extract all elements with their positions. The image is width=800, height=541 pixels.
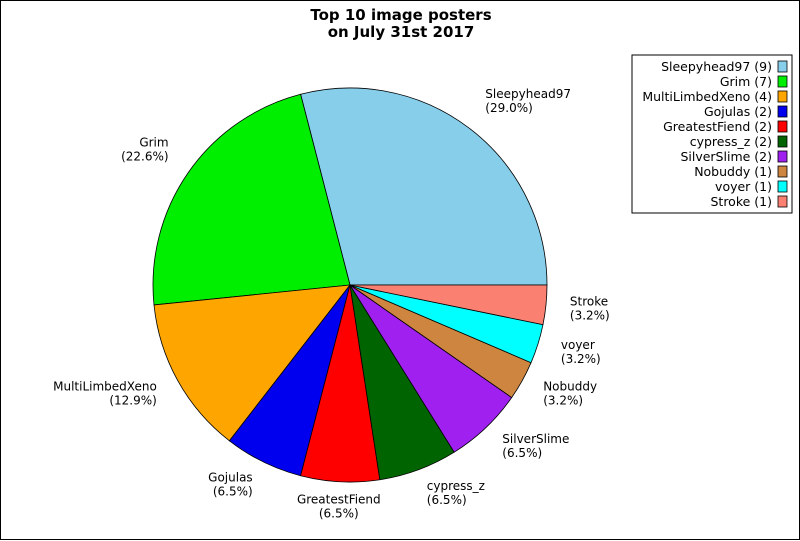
legend-swatch-cypress-z xyxy=(777,135,788,148)
legend-label-sleepyhead97: Sleepyhead97 (9) xyxy=(661,59,772,74)
legend-swatch-gojulas xyxy=(777,105,788,118)
slice-label-grim: Grim xyxy=(139,136,168,150)
slice-label-silverslime: SilverSlime xyxy=(502,432,569,446)
slice-percent-grim: (22.6%) xyxy=(121,150,168,164)
legend-label-multilimbedxeno: MultiLimbedXeno (4) xyxy=(642,89,772,104)
legend-label-stroke: Stroke (1) xyxy=(710,194,772,209)
slice-label-sleepyhead97: Sleepyhead97 xyxy=(485,87,571,101)
legend-label-voyer: voyer (1) xyxy=(715,179,772,194)
slice-label-stroke: Stroke xyxy=(570,294,608,308)
legend-label-gojulas: Gojulas (2) xyxy=(704,104,772,119)
legend-items: Sleepyhead97 (9)Grim (7)MultiLimbedXeno … xyxy=(642,59,788,209)
legend-box xyxy=(631,54,793,214)
slice-percent-cypress-z: (6.5%) xyxy=(427,493,467,507)
slice-label-voyer: voyer xyxy=(561,338,595,352)
legend: Sleepyhead97 (9)Grim (7)MultiLimbedXeno … xyxy=(631,54,793,214)
slice-percent-multilimbedxeno: (12.9%) xyxy=(109,393,156,407)
slice-percent-silverslime: (6.5%) xyxy=(502,446,542,460)
pie-slice-sleepyhead97 xyxy=(300,87,548,286)
slice-percent-gojulas: (6.5%) xyxy=(213,484,253,498)
slice-label-gojulas: Gojulas xyxy=(208,470,253,484)
pie-slice-multilimbedxeno xyxy=(153,284,351,442)
slice-label-cypress-z: cypress_z xyxy=(427,479,485,493)
legend-label-grim: Grim (7) xyxy=(720,74,772,89)
legend-swatch-stroke xyxy=(777,195,788,208)
legend-swatch-voyer xyxy=(777,180,788,193)
legend-swatch-greatestfiend xyxy=(777,120,788,133)
legend-label-greatestfiend: GreatestFiend (2) xyxy=(663,119,772,134)
chart-title-line-1: Top 10 image posters xyxy=(310,6,491,24)
slice-label-nobuddy: Nobuddy xyxy=(543,379,597,393)
legend-label-silverslime: SilverSlime (2) xyxy=(680,149,772,164)
legend-swatch-multilimbedxeno xyxy=(777,90,788,103)
slice-label-greatestfiend: GreatestFiend xyxy=(297,493,381,507)
pie-slices xyxy=(152,87,548,483)
slice-percent-nobuddy: (3.2%) xyxy=(543,393,583,407)
legend-swatch-silverslime xyxy=(777,150,788,163)
slice-percent-greatestfiend: (6.5%) xyxy=(319,507,359,521)
pie-labels: Sleepyhead97(29.0%) Grim(22.6%) MultiLimbe… xyxy=(53,87,610,521)
pie-slice-grim xyxy=(152,93,351,306)
slice-percent-voyer: (3.2%) xyxy=(561,352,601,366)
legend-swatch-grim xyxy=(777,75,788,88)
legend-label-cypress-z: cypress_z (2) xyxy=(690,134,772,149)
slice-percent-sleepyhead97: (29.0%) xyxy=(485,101,532,115)
chart-title-line-2: on July 31st 2017 xyxy=(328,23,475,41)
legend-swatch-sleepyhead97 xyxy=(777,60,788,73)
pie-slice-stroke xyxy=(349,284,548,326)
slice-label-multilimbedxeno: MultiLimbedXeno xyxy=(53,379,157,393)
legend-swatch-nobuddy xyxy=(777,165,788,178)
slice-percent-stroke: (3.2%) xyxy=(570,308,610,322)
legend-label-nobuddy: Nobuddy (1) xyxy=(694,164,772,179)
